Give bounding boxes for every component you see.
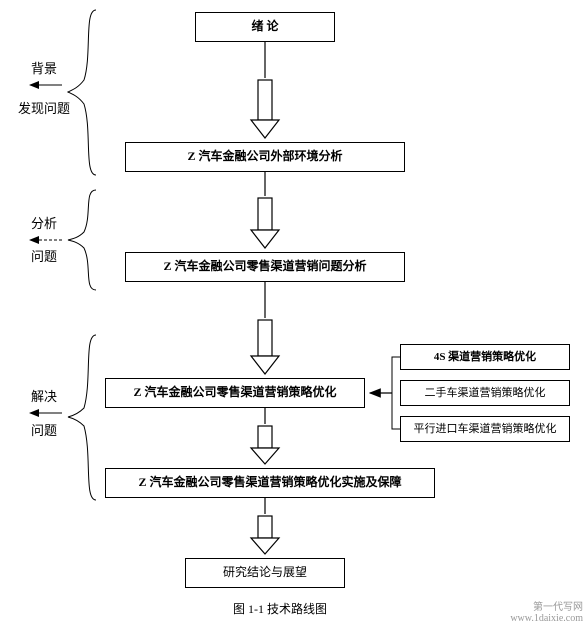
watermark-line1: 第一代写网: [478, 598, 583, 613]
watermark-line2: www.1daixie.com: [478, 613, 583, 624]
phase-analyze-line1: 分析: [14, 215, 74, 233]
subnode-parallel: 平行进口车渠道营销策略优化: [400, 416, 570, 442]
phase-bg-line1: 背景: [14, 60, 74, 78]
phase-analyze-line2: 问题: [14, 248, 74, 266]
phase-an-line2-text: 问题: [31, 249, 57, 264]
brace-3: [68, 335, 96, 500]
node-implementation: Z 汽车金融公司零售渠道营销策略优化实施及保障: [105, 468, 435, 498]
figure-caption-text: 图 1-1 技术路线图: [233, 602, 327, 616]
subnode-4s-text: 4S 渠道营销策略优化: [434, 350, 536, 364]
phase-so-line2-text: 问题: [31, 423, 57, 438]
node-intro-text: 绪 论: [251, 19, 278, 35]
node-external-analysis: Z 汽车金融公司外部环境分析: [125, 142, 405, 172]
phase-solve-line1: 解决: [14, 388, 74, 406]
node-intro: 绪 论: [195, 12, 335, 42]
diagram-overlay: [0, 0, 583, 628]
arrow-4-5: [251, 408, 279, 464]
brace-1: [68, 10, 96, 175]
phase-so-line1-text: 解决: [31, 389, 57, 404]
arrow-sub-to-n4: [370, 357, 400, 429]
node-problem-analysis: Z 汽车金融公司零售渠道营销问题分析: [125, 252, 405, 282]
phase-bg-line2-text: 发现问题: [18, 101, 70, 116]
phase-bg-line1-text: 背景: [31, 61, 57, 76]
node-problem-text: Z 汽车金融公司零售渠道营销问题分析: [163, 259, 366, 275]
node-impl-text: Z 汽车金融公司零售渠道营销策略优化实施及保障: [138, 475, 401, 491]
node-strategy-optimize: Z 汽车金融公司零售渠道营销策略优化: [105, 378, 365, 408]
subnode-usedcar: 二手车渠道营销策略优化: [400, 380, 570, 406]
arrow-5-6: [251, 498, 279, 554]
arrow-1-2: [251, 42, 279, 138]
node-external-text: Z 汽车金融公司外部环境分析: [187, 149, 342, 165]
arrow-2-3: [251, 172, 279, 248]
subnode-usedcar-text: 二手车渠道营销策略优化: [425, 386, 546, 400]
figure-caption: 图 1-1 技术路线图: [200, 600, 360, 617]
phase-solve-line2: 问题: [14, 422, 74, 440]
phase-an-line1-text: 分析: [31, 216, 57, 231]
brace-2: [68, 190, 96, 290]
node-conclusion-text: 研究结论与展望: [223, 565, 307, 581]
phase-bg-line2: 发现问题: [14, 100, 74, 118]
subnode-4s: 4S 渠道营销策略优化: [400, 344, 570, 370]
watermark: 第一代写网 www.1daixie.com: [478, 598, 583, 624]
subnode-parallel-text: 平行进口车渠道营销策略优化: [414, 422, 557, 436]
node-conclusion: 研究结论与展望: [185, 558, 345, 588]
arrow-3-4: [251, 282, 279, 374]
node-strategy-text: Z 汽车金融公司零售渠道营销策略优化: [133, 385, 336, 401]
